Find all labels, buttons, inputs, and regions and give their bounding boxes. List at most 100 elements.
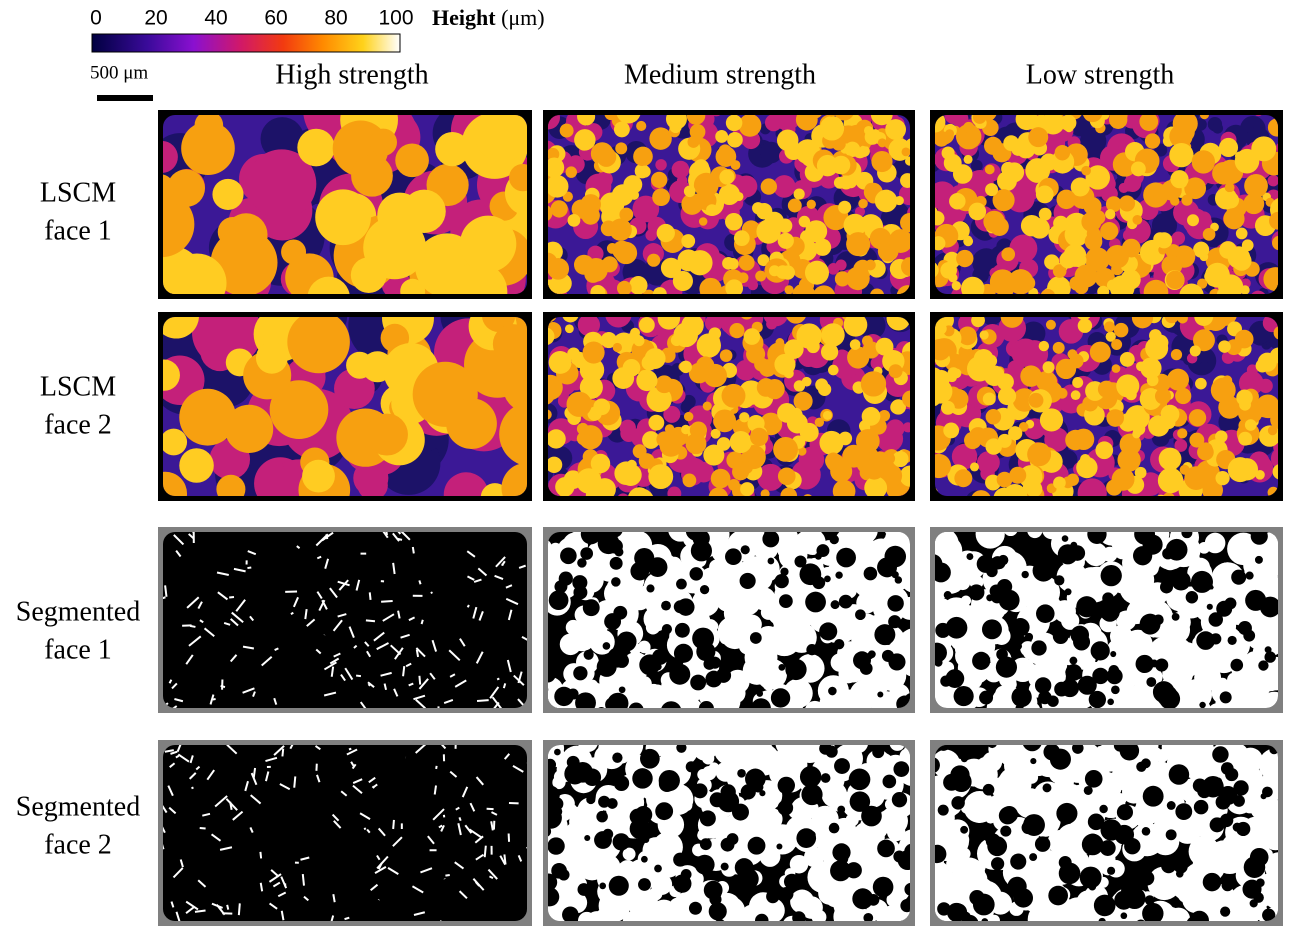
grain (934, 658, 942, 666)
grain (580, 547, 593, 560)
blob (794, 392, 813, 411)
blob (578, 138, 590, 150)
crack (495, 519, 503, 527)
blob (748, 280, 758, 290)
grain (654, 865, 662, 873)
blob (984, 137, 1002, 155)
blob (1095, 441, 1113, 459)
grain (1036, 604, 1055, 623)
grain (768, 558, 775, 565)
grain (1023, 814, 1045, 836)
grain (1107, 699, 1114, 706)
grain (1193, 779, 1207, 793)
crack (477, 700, 489, 701)
grain (1048, 886, 1068, 906)
crack (333, 894, 334, 902)
grain (748, 837, 766, 855)
blob (794, 380, 805, 391)
blob (1114, 323, 1128, 337)
blob (617, 281, 632, 296)
grain (1114, 891, 1133, 910)
blob (820, 116, 844, 140)
pore (641, 851, 669, 879)
blob (1026, 481, 1043, 498)
blob (986, 409, 1001, 424)
grain (834, 758, 850, 774)
colorbar-label: Height (μm) (432, 5, 545, 30)
grain (968, 584, 984, 600)
blob (943, 423, 959, 439)
blob (1001, 247, 1015, 261)
grain (824, 575, 831, 582)
grain (1264, 651, 1275, 662)
grain (1142, 827, 1151, 836)
blob (568, 214, 581, 227)
grain (883, 775, 897, 789)
grain (540, 873, 558, 891)
row-label: face 2 (44, 829, 112, 860)
pore (615, 820, 627, 832)
crack (345, 918, 350, 919)
blob (1170, 170, 1188, 188)
blob (784, 339, 804, 359)
blob (1216, 471, 1230, 485)
blob (560, 124, 574, 138)
grain (1172, 613, 1180, 621)
crack (435, 785, 436, 794)
grain (1169, 764, 1189, 784)
colorbar-tick-label: 80 (324, 7, 347, 30)
grain (888, 615, 901, 628)
grain (873, 877, 894, 898)
grain (1261, 793, 1267, 799)
grain (673, 853, 687, 867)
pore (964, 791, 996, 823)
blob (969, 427, 987, 445)
grain (1099, 805, 1107, 813)
blob (836, 260, 847, 271)
grain (564, 763, 585, 784)
blob (715, 130, 728, 143)
blob (968, 203, 986, 221)
blob (1057, 190, 1077, 210)
blob (1053, 216, 1068, 231)
blob (593, 398, 610, 415)
blob (716, 146, 737, 167)
grain (1056, 803, 1077, 824)
blob (1124, 175, 1141, 192)
blob (551, 200, 568, 217)
blob (1003, 135, 1019, 151)
blob (615, 242, 637, 264)
grain (835, 572, 842, 579)
blob (1152, 335, 1168, 351)
grain (662, 624, 672, 634)
grain (1194, 800, 1209, 815)
blob (766, 318, 777, 329)
blob (1239, 399, 1251, 411)
grain (1133, 546, 1152, 565)
grain (887, 595, 903, 611)
crack (229, 597, 234, 598)
grain (696, 642, 715, 661)
panel-image (919, 516, 1291, 723)
pore (763, 678, 775, 690)
blob (722, 384, 746, 408)
pore (571, 826, 594, 849)
grain (632, 768, 652, 788)
grain (828, 687, 837, 696)
blob (1187, 214, 1199, 226)
grain (888, 653, 905, 670)
blob (1060, 115, 1076, 131)
grain (1053, 628, 1069, 644)
pore (1187, 552, 1200, 565)
crack (221, 686, 225, 687)
pore (1251, 802, 1268, 819)
blob (864, 477, 887, 500)
blob (697, 333, 721, 357)
grain (864, 567, 878, 581)
crack (497, 679, 499, 680)
grain (1091, 641, 1110, 660)
grain (872, 746, 884, 758)
blob (1172, 231, 1185, 244)
grain (1111, 686, 1120, 695)
pore (1182, 885, 1210, 913)
